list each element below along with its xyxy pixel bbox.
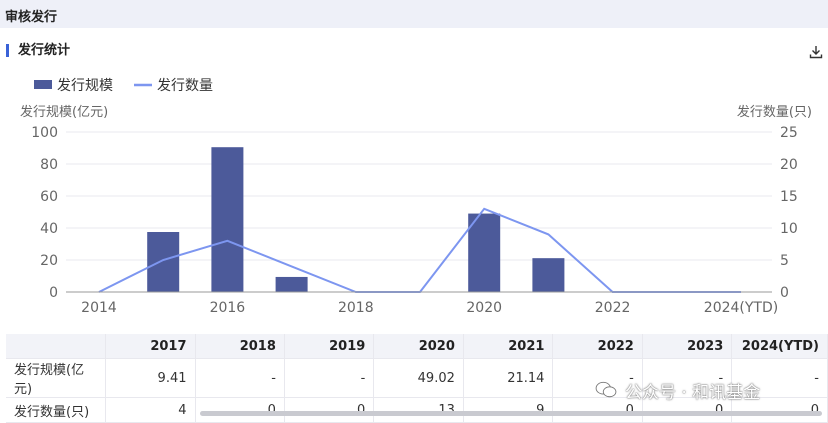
table-row-label: 发行规模(亿元) (6, 358, 107, 398)
table-cell: 0 (552, 397, 643, 423)
y-right-tick-label: 15 (780, 189, 798, 205)
table-row-label: 发行数量(只) (6, 397, 107, 423)
y-left-tick-label: 0 (49, 285, 58, 301)
top-bar: 审核发行 (0, 0, 828, 28)
table-cell: 49.02 (373, 358, 464, 398)
y-left-tick-label: 40 (40, 221, 58, 237)
table-header-cell: 2020 (373, 334, 464, 359)
legend-label[interactable]: 发行规模 (57, 78, 113, 94)
table-cell: - (642, 358, 733, 398)
table-row: 发行数量(只) 4 0 0 13 9 0 0 0 (6, 397, 828, 423)
y-left-tick-label: 100 (31, 125, 58, 141)
y-left-tick-label: 60 (40, 189, 58, 205)
wechat-icon (595, 381, 617, 398)
watermark: 公众号 · 和讯基金 (595, 376, 760, 404)
table-cell: 0 (642, 397, 733, 423)
table-cell: - (195, 358, 285, 398)
table-cell: 4 (105, 397, 196, 423)
table-row: 发行规模(亿元) 9.41- -49.02 21.14- - - (6, 358, 828, 398)
bar-2017 (275, 276, 308, 292)
x-tick-label: 2020 (466, 300, 502, 316)
y-right-tick-label: 5 (780, 253, 789, 269)
bar-2016 (211, 147, 244, 292)
y-axis-right-label: 发行数量(只) (737, 104, 812, 120)
y-left-tick-label: 20 (40, 253, 58, 269)
x-tick-label: 2016 (210, 300, 246, 316)
download-icon[interactable] (808, 44, 824, 60)
table-corner (6, 334, 107, 359)
data-table: 2017 2018 2019 2020 2021 2022 2023 2024(YTD) 发行… (6, 334, 828, 423)
table-cell: 0 (731, 397, 828, 423)
y-right-tick-label: 25 (780, 125, 798, 141)
chart: 发行规模 发行数量 发行规模(亿元) 发行数量(只) 0 20 40 60 80 100 0… (20, 78, 812, 316)
table-cell: 0 (195, 397, 285, 423)
table-header-cell: 2019 (284, 334, 375, 359)
x-tick-label: 2024(YTD) (704, 300, 778, 316)
table-header-cell: 2017 (105, 334, 196, 359)
y-right-tick-label: 0 (780, 285, 789, 301)
horizontal-scrollbar[interactable] (200, 411, 822, 416)
table-header-cell: 2021 (463, 334, 554, 359)
y-axis-left-label: 发行规模(亿元) (20, 104, 108, 120)
watermark-text: 公众号 · 和讯基金 (625, 382, 761, 403)
x-tick-label: 2014 (81, 300, 117, 316)
bar-2015 (147, 232, 180, 292)
section-title: 发行统计 (6, 44, 70, 57)
table-cell: - (731, 358, 828, 398)
x-tick-label: 2022 (595, 300, 631, 316)
table-header-cell: 2022 (552, 334, 643, 359)
x-tick-label: 2018 (338, 300, 374, 316)
table-cell: 21.14 (463, 358, 554, 398)
table-cell: 13 (373, 397, 464, 423)
bar-2021 (532, 258, 565, 292)
legend-swatch-bar (34, 80, 52, 89)
line-series (98, 207, 741, 293)
table-header-cell: 2023 (642, 334, 733, 359)
table-cell: - (284, 358, 375, 398)
y-right-tick-label: 10 (780, 221, 798, 237)
legend-label[interactable]: 发行数量 (157, 78, 213, 94)
table-cell: 9 (463, 397, 554, 423)
table-cell: 0 (284, 397, 375, 423)
table-header-cell: 2024(YTD) (731, 334, 828, 359)
table-cell: 9.41 (105, 358, 196, 398)
table-header-cell: 2018 (195, 334, 285, 359)
bar-2020 (468, 213, 501, 292)
y-right-tick-label: 20 (780, 157, 798, 173)
page-title: 审核发行 (5, 10, 58, 25)
y-left-tick-label: 80 (40, 157, 58, 173)
